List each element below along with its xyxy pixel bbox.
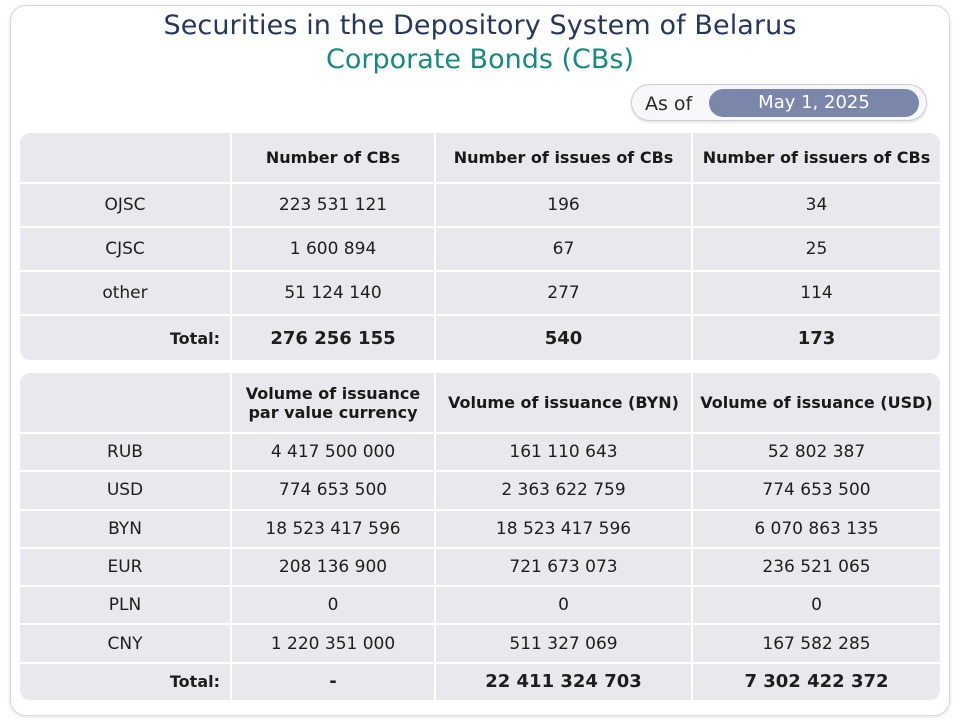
table-cell: 0 (230, 585, 436, 626)
column-header (20, 133, 232, 184)
bonds-count-table: Number of CBs Number of issues of CBs Nu… (20, 133, 940, 360)
row-label: CNY (20, 623, 232, 664)
total-label: Total: (20, 314, 232, 360)
table-header-row: Volume of issuance par value currency Vo… (20, 373, 940, 434)
table-row: other 51 124 140 277 114 (20, 270, 940, 316)
total-label: Total: (20, 661, 232, 700)
row-label: RUB (20, 431, 232, 473)
total-row: Total: 276 256 155 540 173 (20, 314, 940, 360)
table-row: USD 774 653 500 2 363 622 759 774 653 50… (20, 470, 940, 511)
table-row: RUB 4 417 500 000 161 110 643 52 802 387 (20, 431, 940, 473)
table-cell: 18 523 417 596 (434, 508, 693, 549)
table-row: PLN 0 0 0 (20, 585, 940, 626)
column-header: Number of issues of CBs (434, 133, 693, 184)
column-header: Volume of issuance (USD) (691, 373, 940, 434)
table-row: CNY 1 220 351 000 511 327 069 167 582 28… (20, 623, 940, 664)
issuance-volume-table-panel: Volume of issuance par value currency Vo… (20, 373, 940, 700)
table-cell: 2 363 622 759 (434, 470, 693, 511)
total-cell: - (230, 661, 436, 700)
as-of-date-selector[interactable]: May 1, 2025 (709, 89, 919, 117)
table-cell: 25 (691, 226, 940, 272)
table-cell: 114 (691, 270, 940, 316)
table-cell: 721 673 073 (434, 546, 693, 588)
row-label: USD (20, 470, 232, 511)
column-header: Volume of issuance par value currency (230, 373, 436, 434)
total-row: Total: - 22 411 324 703 7 302 422 372 (20, 661, 940, 700)
row-label: OJSC (20, 182, 232, 228)
row-label: PLN (20, 585, 232, 626)
row-label: CJSC (20, 226, 232, 272)
column-header: Volume of issuance (BYN) (434, 373, 693, 434)
total-cell: 540 (434, 314, 693, 360)
table-row: EUR 208 136 900 721 673 073 236 521 065 (20, 546, 940, 588)
column-header: Number of issuers of CBs (691, 133, 940, 184)
table-cell: 1 600 894 (230, 226, 436, 272)
table-cell: 223 531 121 (230, 182, 436, 228)
table-row: CJSC 1 600 894 67 25 (20, 226, 940, 272)
table-cell: 0 (691, 585, 940, 626)
table-cell: 0 (434, 585, 693, 626)
table-row: BYN 18 523 417 596 18 523 417 596 6 070 … (20, 508, 940, 549)
table-cell: 236 521 065 (691, 546, 940, 588)
row-label: other (20, 270, 232, 316)
total-cell: 7 302 422 372 (691, 661, 940, 700)
issuance-volume-table: Volume of issuance par value currency Vo… (20, 373, 940, 700)
table-cell: 196 (434, 182, 693, 228)
bonds-count-table-panel: Number of CBs Number of issues of CBs Nu… (20, 133, 940, 360)
table-cell: 167 582 285 (691, 623, 940, 664)
table-cell: 4 417 500 000 (230, 431, 436, 473)
table-cell: 511 327 069 (434, 623, 693, 664)
page-title: Securities in the Depository System of B… (163, 10, 797, 41)
as-of-label: As of (645, 93, 693, 115)
column-header (20, 373, 232, 434)
column-header: Number of CBs (230, 133, 436, 184)
table-cell: 34 (691, 182, 940, 228)
table-cell: 6 070 863 135 (691, 508, 940, 549)
table-cell: 52 802 387 (691, 431, 940, 473)
table-cell: 18 523 417 596 (230, 508, 436, 549)
total-cell: 22 411 324 703 (434, 661, 693, 700)
total-cell: 276 256 155 (230, 314, 436, 360)
row-label: EUR (20, 546, 232, 588)
table-cell: 208 136 900 (230, 546, 436, 588)
total-cell: 173 (691, 314, 940, 360)
table-cell: 67 (434, 226, 693, 272)
table-cell: 1 220 351 000 (230, 623, 436, 664)
table-cell: 277 (434, 270, 693, 316)
page-subtitle: Corporate Bonds (CBs) (325, 44, 634, 75)
table-cell: 774 653 500 (691, 470, 940, 511)
as-of-control: As of May 1, 2025 (631, 84, 927, 121)
table-header-row: Number of CBs Number of issues of CBs Nu… (20, 133, 940, 184)
table-row: OJSC 223 531 121 196 34 (20, 182, 940, 228)
table-cell: 51 124 140 (230, 270, 436, 316)
table-cell: 774 653 500 (230, 470, 436, 511)
table-cell: 161 110 643 (434, 431, 693, 473)
row-label: BYN (20, 508, 232, 549)
